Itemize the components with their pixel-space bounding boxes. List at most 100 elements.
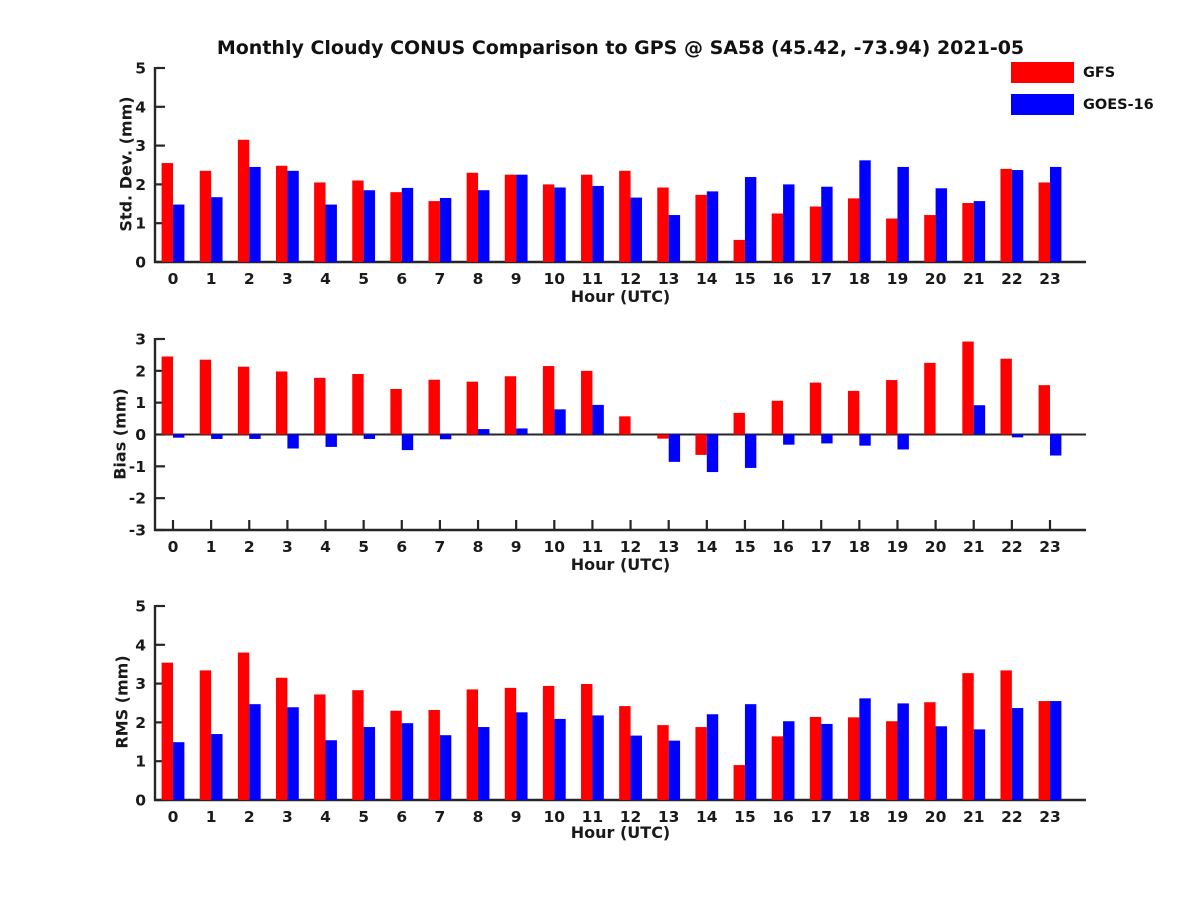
svg-text:3: 3	[282, 808, 293, 826]
svg-text:4: 4	[320, 808, 331, 826]
bar-goes-16-hour-13	[668, 740, 681, 800]
bar-gfs-hour-9	[504, 376, 517, 435]
svg-text:13: 13	[658, 270, 680, 288]
svg-text:2: 2	[135, 176, 146, 194]
svg-text:7: 7	[435, 538, 446, 556]
bar-goes-16-hour-11	[592, 185, 604, 262]
bar-gfs-hour-2	[237, 139, 250, 262]
bar-goes-16-hour-12	[630, 197, 642, 262]
bar-gfs-hour-19	[886, 380, 898, 435]
svg-text:0: 0	[135, 792, 146, 810]
bar-gfs-hour-11	[581, 370, 593, 435]
bar-gfs-hour-4	[314, 182, 326, 262]
bar-gfs-hour-6	[390, 388, 402, 435]
svg-text:8: 8	[473, 270, 484, 288]
bar-goes-16-hour-1	[211, 197, 223, 262]
svg-text:2: 2	[135, 362, 146, 380]
bar-goes-16-hour-22	[1011, 708, 1024, 800]
bar-gfs-hour-4	[314, 694, 326, 800]
bar-gfs-hour-23	[1038, 182, 1050, 262]
bar-gfs-hour-11	[581, 174, 593, 262]
bar-goes-16-hour-8	[478, 727, 490, 800]
bar-gfs-hour-17	[809, 382, 822, 435]
bar-goes-16-hour-2	[249, 166, 261, 262]
bar-gfs-hour-8	[466, 689, 479, 800]
bar-goes-16-hour-8	[478, 429, 490, 435]
gfs-legend-label: GFS	[1083, 64, 1116, 81]
bar-goes-16-hour-0	[173, 434, 185, 438]
svg-text:13: 13	[658, 538, 680, 556]
bar-goes-16-hour-18	[859, 160, 871, 262]
svg-text:2: 2	[244, 270, 255, 288]
svg-text:18: 18	[849, 808, 871, 826]
bar-goes-16-hour-5	[363, 434, 376, 439]
svg-text:8: 8	[473, 538, 484, 556]
svg-text:0: 0	[168, 270, 179, 288]
svg-text:19: 19	[887, 270, 909, 288]
svg-text:10: 10	[544, 538, 566, 556]
bar-goes-16-hour-23	[1049, 434, 1062, 456]
bar-gfs-hour-18	[847, 717, 860, 800]
svg-text:14: 14	[696, 270, 718, 288]
bar-goes-16-hour-6	[401, 434, 414, 451]
svg-text:3: 3	[135, 137, 146, 155]
gfs-legend-swatch	[1011, 62, 1074, 83]
svg-text:10: 10	[544, 808, 566, 826]
bar-goes-16-hour-1	[211, 434, 223, 439]
bar-goes-16-hour-18	[859, 434, 871, 446]
svg-text:9: 9	[511, 808, 522, 826]
goes16-legend-label: GOES-16	[1083, 96, 1154, 113]
svg-text:20: 20	[925, 538, 947, 556]
bar-goes-16-hour-21	[973, 201, 986, 262]
svg-text:4: 4	[135, 636, 146, 654]
bar-gfs-hour-23	[1038, 701, 1050, 800]
bar-goes-16-hour-5	[363, 190, 376, 262]
svg-text:5: 5	[358, 270, 369, 288]
bar-goes-16-hour-7	[439, 434, 452, 440]
bar-goes-16-hour-4	[325, 434, 337, 447]
svg-text:6: 6	[396, 808, 407, 826]
bar-gfs-hour-6	[390, 710, 402, 800]
bar-gfs-hour-8	[466, 381, 479, 435]
bar-gfs-hour-10	[542, 366, 555, 435]
bars-goes-16	[173, 160, 1062, 262]
svg-text:2: 2	[244, 538, 255, 556]
bar-gfs-hour-3	[275, 677, 288, 800]
bar-goes-16-hour-1	[211, 734, 223, 800]
bar-goes-16-hour-13	[668, 434, 681, 462]
bar-gfs-hour-3	[275, 165, 288, 262]
bar-gfs-hour-5	[352, 690, 364, 800]
bar-gfs-hour-16	[771, 400, 784, 435]
svg-text:1: 1	[206, 808, 217, 826]
svg-text:19: 19	[887, 808, 909, 826]
bar-gfs-hour-13	[657, 434, 669, 439]
bar-goes-16-hour-15	[744, 434, 757, 468]
bar-gfs-hour-9	[504, 174, 517, 262]
svg-text:7: 7	[435, 270, 446, 288]
svg-text:23: 23	[1039, 270, 1061, 288]
bar-gfs-hour-0	[161, 356, 173, 435]
bar-goes-16-hour-11	[592, 715, 604, 800]
bar-gfs-hour-16	[771, 736, 784, 800]
svg-text:5: 5	[135, 60, 146, 78]
svg-text:1: 1	[206, 270, 217, 288]
svg-text:6: 6	[396, 538, 407, 556]
bar-gfs-hour-15	[733, 765, 745, 800]
svg-text:0: 0	[168, 538, 179, 556]
bar-goes-16-hour-3	[287, 707, 299, 800]
bar-gfs-hour-14	[695, 194, 707, 262]
bar-goes-16-hour-11	[592, 404, 604, 435]
bar-gfs-hour-13	[657, 187, 669, 262]
bar-gfs-hour-7	[428, 379, 440, 435]
svg-text:22: 22	[1001, 538, 1023, 556]
bar-goes-16-hour-23	[1049, 701, 1062, 800]
bar-gfs-hour-8	[466, 172, 479, 262]
bar-goes-16-hour-19	[897, 434, 909, 450]
bar-gfs-hour-2	[237, 652, 250, 800]
svg-text:4: 4	[135, 98, 146, 116]
svg-text:22: 22	[1001, 808, 1023, 826]
svg-text:21: 21	[963, 808, 985, 826]
